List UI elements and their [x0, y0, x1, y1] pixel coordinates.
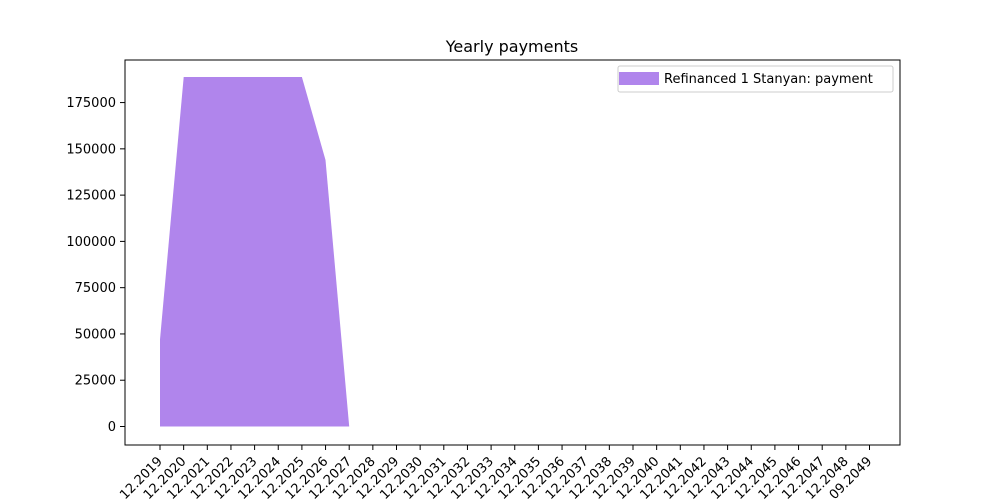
y-tick-label: 150000 — [66, 142, 116, 157]
legend: Refinanced 1 Stanyan: payment — [617, 65, 894, 93]
y-axis: 0 25000 50000 75000 100000 125000 150000 175000 — [66, 96, 125, 435]
y-tick-label: 125000 — [66, 189, 116, 204]
series-layer — [160, 77, 350, 427]
chart-title: Yearly payments — [445, 37, 578, 56]
y-tick-label: 75000 — [75, 281, 116, 296]
area-series-0 — [160, 77, 350, 427]
legend-frame — [617, 65, 894, 93]
y-tick-label: 175000 — [66, 96, 116, 111]
y-tick-label: 50000 — [75, 327, 116, 342]
y-tick-label: 25000 — [75, 374, 116, 389]
legend-label: Refinanced 1 Stanyan: payment — [664, 72, 873, 87]
legend-swatch — [619, 72, 659, 85]
x-axis: 12.201912.202012.202112.202212.202312.20… — [117, 445, 875, 500]
y-tick-label: 0 — [108, 420, 116, 435]
plot-frame — [124, 59, 901, 446]
y-tick-label: 100000 — [66, 235, 116, 250]
